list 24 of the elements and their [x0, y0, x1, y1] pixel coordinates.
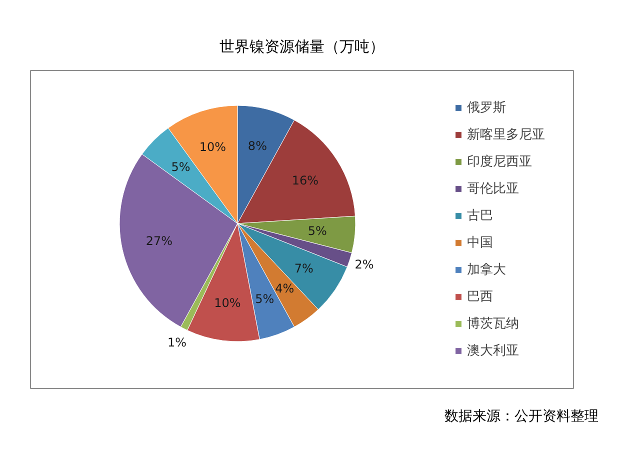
legend-label: 新喀里多尼亚 [467, 126, 545, 144]
legend-label: 古巴 [467, 208, 493, 226]
legend-label: 中国 [467, 234, 493, 252]
data-label: 10% [199, 140, 226, 154]
data-label: 5% [255, 292, 274, 306]
data-label: 8% [248, 138, 267, 153]
data-label: 4% [275, 281, 294, 296]
chart-title: 世界镍资源储量（万吨） [220, 38, 384, 56]
data-label: 2% [354, 258, 374, 272]
legend-label: 巴西 [467, 288, 493, 306]
legend-label: 哥伦比亚 [467, 180, 519, 198]
legend-label: 印度尼西亚 [467, 154, 532, 172]
legend-label: 博茨瓦纳 [467, 316, 519, 334]
data-label: 5% [308, 224, 327, 238]
data-label: 1% [167, 335, 186, 350]
data-label: 10% [214, 296, 241, 310]
legend-label: 澳大利亚 [467, 342, 519, 360]
data-label: 27% [146, 234, 173, 248]
legend-label: 俄罗斯 [467, 100, 506, 118]
data-label: 7% [294, 262, 314, 276]
data-label: 5% [171, 160, 190, 174]
data-label: 16% [292, 174, 319, 188]
legend-label: 加拿大 [467, 262, 506, 280]
source-note: 数据来源：公开资料整理 [444, 408, 598, 424]
